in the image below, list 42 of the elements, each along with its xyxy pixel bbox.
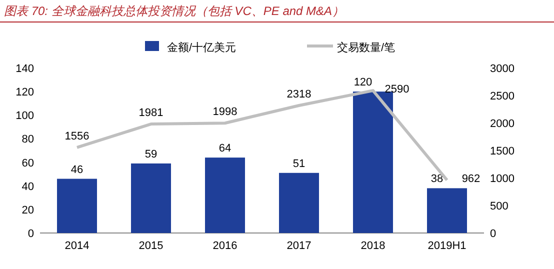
y-tick-label: 120 [16, 86, 34, 99]
y2-tick-label: 1000 [490, 173, 514, 185]
bar [57, 178, 97, 233]
x-tick-label: 2014 [64, 240, 90, 252]
y-tick-label: 140 [16, 63, 34, 75]
bar [131, 163, 171, 233]
y-tick-label: 80 [22, 134, 34, 146]
data-label: 962 [462, 173, 480, 186]
y2-tick-label: 2500 [490, 90, 514, 102]
chart-title: 图表 70: 全球金融科技总体投资情况（包括 VC、PE and M&A） [4, 4, 344, 18]
y2-tick-label: 500 [490, 200, 508, 212]
data-label: 59 [144, 148, 158, 160]
y2-tick-label: 2000 [490, 118, 514, 130]
x-tick-label: 2015 [138, 240, 164, 252]
legend-label: 交易数量/笔 [337, 41, 396, 54]
x-tick-label: 2016 [212, 240, 238, 252]
y-tick-label: 0 [28, 228, 34, 240]
bar [205, 158, 245, 233]
x-tick-label: 2019H1 [428, 240, 466, 252]
bar [427, 188, 467, 233]
bar [353, 92, 393, 233]
data-label: 2318 [286, 88, 312, 101]
data-label: 2590 [384, 84, 410, 96]
data-label: 38 [430, 173, 444, 186]
data-label: 1981 [138, 107, 164, 120]
y-tick-label: 20 [22, 204, 34, 216]
x-tick-label: 2018 [360, 240, 386, 252]
y2-tick-label: 0 [490, 228, 496, 240]
y-tick-label: 100 [16, 110, 34, 122]
bar [279, 172, 319, 233]
y-tick-label: 40 [22, 180, 34, 193]
legend-label: 金额/十亿美元 [167, 41, 236, 54]
y2-tick-label: 3000 [490, 63, 514, 75]
x-tick-label: 2017 [286, 240, 312, 252]
data-label: 1556 [64, 130, 90, 142]
data-label: 64 [218, 142, 232, 155]
data-label: 120 [354, 76, 372, 89]
data-label: 46 [70, 164, 84, 176]
y-tick-label: 60 [22, 157, 34, 170]
data-label: 51 [292, 158, 306, 170]
y2-tick-label: 1500 [490, 146, 514, 158]
data-label: 1998 [212, 106, 238, 118]
